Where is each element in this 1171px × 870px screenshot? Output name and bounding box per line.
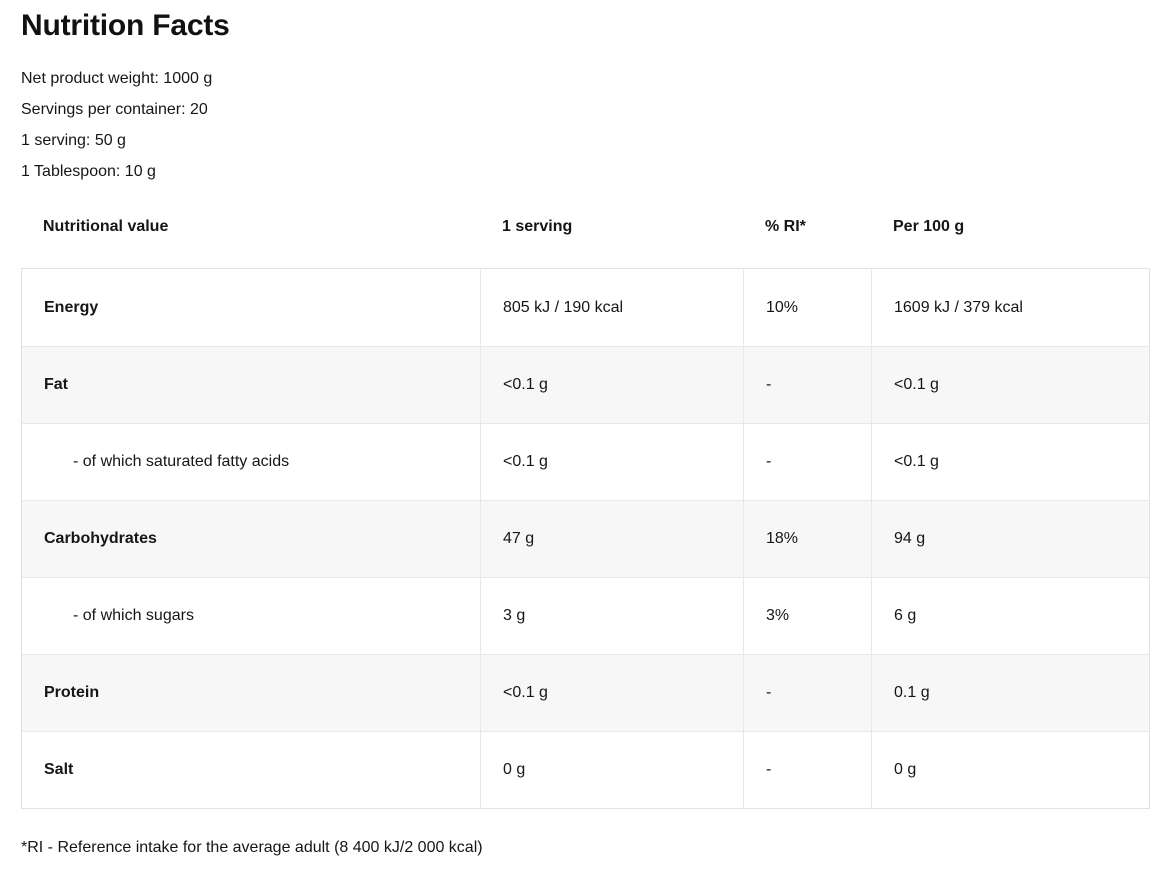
nutrition-table-body: Energy 805 kJ / 190 kcal 10% 1609 kJ / 3… xyxy=(21,268,1150,809)
table-row: - of which sugars 3 g 3% 6 g xyxy=(22,577,1149,654)
nutrient-name: - of which saturated fatty acids xyxy=(73,453,290,470)
table-row: - of which saturated fatty acids <0.1 g … xyxy=(22,423,1149,500)
serving-value: <0.1 g xyxy=(480,347,743,423)
ri-value: 18% xyxy=(743,501,871,577)
per-100g-value: 0.1 g xyxy=(871,655,1149,731)
ri-value: - xyxy=(743,424,871,500)
nutrient-name: Salt xyxy=(44,761,74,778)
column-header-per-100g: Per 100 g xyxy=(893,218,965,235)
per-100g-value: 0 g xyxy=(871,732,1149,808)
serving-value: 0 g xyxy=(480,732,743,808)
nutrient-name: Carbohydrates xyxy=(44,530,157,547)
nutrient-name: - of which sugars xyxy=(73,607,194,624)
serving-value: <0.1 g xyxy=(480,655,743,731)
column-header-ri: % RI* xyxy=(765,218,806,235)
per-100g-value: 6 g xyxy=(871,578,1149,654)
ri-footnote: *RI - Reference intake for the average a… xyxy=(21,839,483,856)
nutrition-table-header: Nutritional value 1 serving % RI* Per 10… xyxy=(21,217,1150,237)
product-meta: Net product weight: 1000 g Servings per … xyxy=(21,70,1150,181)
serving-value: 47 g xyxy=(480,501,743,577)
net-product-weight: Net product weight: 1000 g xyxy=(21,70,213,87)
per-100g-value: 1609 kJ / 379 kcal xyxy=(871,269,1149,346)
per-100g-value: <0.1 g xyxy=(871,347,1149,423)
table-row: Fat <0.1 g - <0.1 g xyxy=(22,346,1149,423)
nutrient-name: Energy xyxy=(44,298,99,316)
serving-value: <0.1 g xyxy=(480,424,743,500)
tablespoon-size: 1 Tablespoon: 10 g xyxy=(21,163,156,180)
servings-per-container: Servings per container: 20 xyxy=(21,101,208,118)
serving-size: 1 serving: 50 g xyxy=(21,132,126,149)
table-row: Carbohydrates 47 g 18% 94 g xyxy=(22,500,1149,577)
ri-value: 3% xyxy=(743,578,871,654)
table-row: Energy 805 kJ / 190 kcal 10% 1609 kJ / 3… xyxy=(22,269,1149,346)
table-row: Salt 0 g - 0 g xyxy=(22,731,1149,808)
ri-value: - xyxy=(743,655,871,731)
column-header-1-serving: 1 serving xyxy=(502,218,573,235)
serving-value: 805 kJ / 190 kcal xyxy=(480,269,743,346)
ri-value: - xyxy=(743,347,871,423)
table-row: Protein <0.1 g - 0.1 g xyxy=(22,654,1149,731)
column-header-nutritional-value: Nutritional value xyxy=(43,218,169,235)
page-title: Nutrition Facts xyxy=(21,9,230,42)
per-100g-value: 94 g xyxy=(871,501,1149,577)
nutrient-name: Fat xyxy=(44,376,68,393)
ri-value: 10% xyxy=(743,269,871,346)
serving-value: 3 g xyxy=(480,578,743,654)
per-100g-value: <0.1 g xyxy=(871,424,1149,500)
ri-value: - xyxy=(743,732,871,808)
nutrient-name: Protein xyxy=(44,684,100,701)
